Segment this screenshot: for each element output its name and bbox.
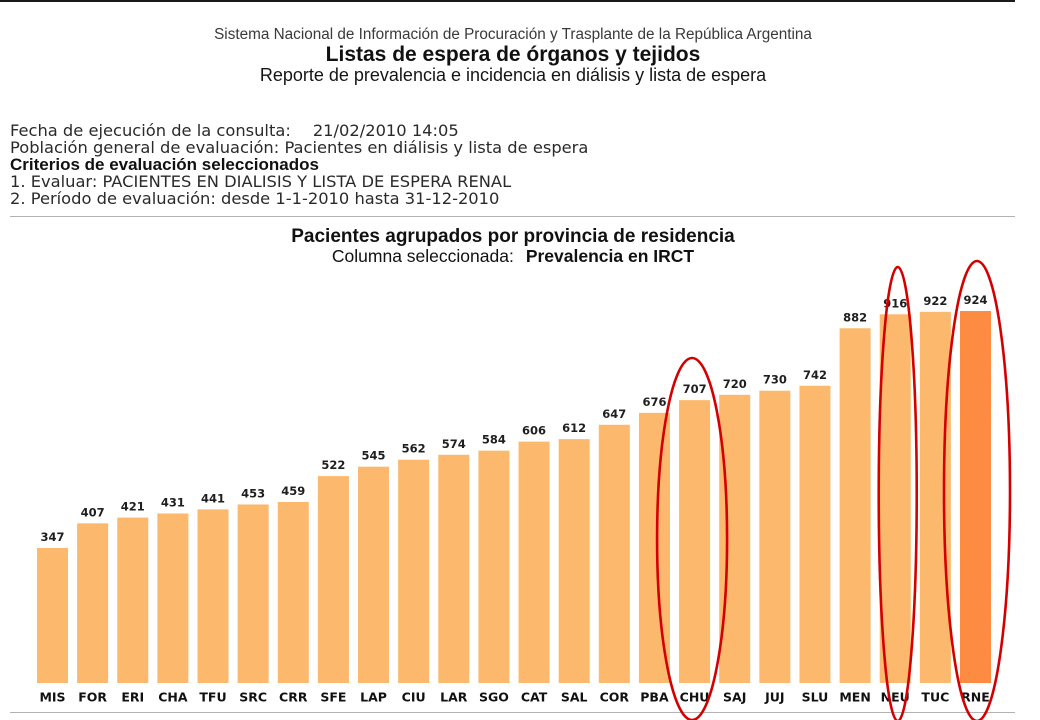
value-label-cor: 647 bbox=[602, 407, 626, 421]
value-label-chu: 707 bbox=[683, 382, 707, 396]
report-name: Reporte de prevalencia e incidencia en d… bbox=[259, 65, 767, 85]
bar-pba bbox=[638, 412, 670, 683]
value-label-sgo: 584 bbox=[482, 433, 506, 447]
category-label-for: FOR bbox=[78, 690, 107, 705]
value-label-lap: 545 bbox=[362, 449, 386, 463]
category-label-cha: CHA bbox=[158, 690, 188, 705]
category-axis-labels: MIS FOR ERI CHA TFU SRC CRR SFE LAP CIU LAR SGO CAT S… bbox=[39, 690, 989, 705]
bar-slu bbox=[799, 385, 831, 683]
bottom-divider bbox=[10, 712, 1015, 713]
value-label-neu: 916 bbox=[883, 296, 907, 310]
bar-sgo bbox=[478, 450, 510, 683]
execution-date-row: Fecha de ejecución de la consulta: 21/02/… bbox=[10, 122, 588, 139]
value-label-sal: 612 bbox=[562, 421, 586, 435]
value-label-men: 882 bbox=[843, 310, 867, 324]
value-label-lar: 574 bbox=[442, 437, 466, 451]
value-label-mis: 347 bbox=[40, 530, 64, 544]
category-label-tfu: TFU bbox=[199, 690, 226, 705]
category-label-cat: CAT bbox=[521, 690, 548, 705]
bar-series bbox=[37, 311, 991, 683]
category-label-slu: SLU bbox=[802, 690, 829, 705]
value-label-cat: 606 bbox=[522, 424, 546, 438]
category-label-sfe: SFE bbox=[320, 690, 346, 705]
bar-src bbox=[237, 504, 269, 683]
value-label-slu: 742 bbox=[803, 368, 827, 382]
bar-sfe bbox=[317, 476, 349, 683]
category-label-mis: MIS bbox=[39, 690, 65, 705]
value-label-pba: 676 bbox=[642, 395, 666, 409]
category-label-eri: ERI bbox=[121, 690, 144, 705]
system-name: Sistema Nacional de Información de Procu… bbox=[214, 26, 812, 43]
population-label: Población general de evaluación: bbox=[10, 138, 280, 157]
criteria-heading: Criterios de evaluación seleccionados bbox=[10, 155, 319, 174]
section-divider bbox=[10, 216, 1015, 217]
bar-chu bbox=[679, 400, 711, 683]
bar-chart: 347 407 421 431 441 453 459 522 545 562 574 584 606 6… bbox=[37, 259, 1012, 720]
value-label-tuc: 922 bbox=[923, 294, 947, 308]
value-label-sfe: 522 bbox=[321, 458, 345, 472]
bar-for bbox=[77, 523, 109, 683]
category-label-sgo: SGO bbox=[479, 690, 509, 705]
selected-column-label: Columna seleccionada: bbox=[331, 246, 514, 266]
category-label-juj: JUJ bbox=[764, 690, 784, 705]
bar-crr bbox=[277, 501, 309, 683]
page-title: Listas de espera de órganos y tejidos bbox=[325, 43, 701, 66]
category-label-pba: PBA bbox=[640, 690, 669, 705]
value-label-eri: 421 bbox=[121, 500, 145, 514]
highlight-annotations bbox=[655, 259, 1012, 720]
value-labels: 347 407 421 431 441 453 459 522 545 562 574 584 606 6… bbox=[40, 293, 987, 544]
chart-title: Pacientes agrupados por provincia de res… bbox=[291, 226, 735, 247]
bar-lar bbox=[438, 454, 470, 683]
category-label-sal: SAL bbox=[561, 690, 588, 705]
criteria-item: 1. Evaluar: PACIENTES EN DIALISIS Y LIST… bbox=[10, 172, 512, 191]
bar-rne bbox=[959, 311, 991, 683]
population-value: Pacientes en diálisis y lista de espera bbox=[284, 138, 589, 157]
bar-juj bbox=[759, 390, 791, 683]
category-label-crr: CRR bbox=[279, 690, 308, 705]
category-label-men: MEN bbox=[839, 690, 870, 705]
bar-ciu bbox=[398, 459, 430, 683]
bar-neu bbox=[879, 314, 911, 683]
top-rule bbox=[0, 0, 1015, 2]
category-label-src: SRC bbox=[239, 690, 267, 705]
bar-sal bbox=[558, 439, 590, 683]
category-label-saj: SAJ bbox=[723, 690, 746, 705]
bar-cha bbox=[157, 513, 189, 683]
value-label-rne: 924 bbox=[963, 293, 987, 307]
category-label-lap: LAP bbox=[360, 690, 387, 705]
selected-column-value: Prevalencia en IRCT bbox=[525, 246, 695, 266]
population-row: Población general de evaluación: Pacient… bbox=[10, 139, 588, 156]
category-label-ciu: CIU bbox=[402, 690, 426, 705]
value-label-for: 407 bbox=[81, 505, 105, 519]
bar-tuc bbox=[919, 311, 951, 683]
bar-eri bbox=[117, 517, 149, 683]
bar-lap bbox=[358, 466, 390, 683]
value-label-src: 453 bbox=[241, 486, 265, 500]
value-label-cha: 431 bbox=[161, 495, 185, 509]
bar-cat bbox=[518, 441, 550, 683]
value-label-tfu: 441 bbox=[201, 491, 225, 505]
query-info: Fecha de ejecución de la consulta: 21/02/… bbox=[10, 122, 588, 207]
value-label-saj: 720 bbox=[723, 377, 747, 391]
value-label-crr: 459 bbox=[281, 484, 305, 498]
bar-men bbox=[839, 328, 871, 683]
highlight-ellipse-chu bbox=[655, 356, 729, 720]
value-label-juj: 730 bbox=[763, 373, 787, 387]
execution-date-value: 21/02/2010 14:05 bbox=[312, 121, 459, 140]
category-label-tuc: TUC bbox=[921, 690, 949, 705]
bar-cor bbox=[598, 424, 630, 683]
category-label-lar: LAR bbox=[440, 690, 468, 705]
category-label-rne: RNE bbox=[961, 690, 990, 705]
chart-subtitle: Columna seleccionada: Prevalencia en IRCT bbox=[0, 246, 1026, 266]
bar-mis bbox=[37, 547, 68, 683]
criteria-item: 2. Período de evaluación: desde 1-1-2010… bbox=[10, 189, 500, 208]
execution-date-label: Fecha de ejecución de la consulta: bbox=[10, 121, 291, 140]
highlight-ellipse-rne bbox=[942, 259, 1012, 720]
bar-saj bbox=[719, 394, 751, 683]
bar-tfu bbox=[197, 509, 229, 683]
value-label-ciu: 562 bbox=[402, 442, 426, 456]
highlight-ellipse-neu bbox=[877, 265, 919, 720]
category-label-chu: CHU bbox=[680, 690, 710, 705]
category-label-cor: COR bbox=[600, 690, 630, 705]
